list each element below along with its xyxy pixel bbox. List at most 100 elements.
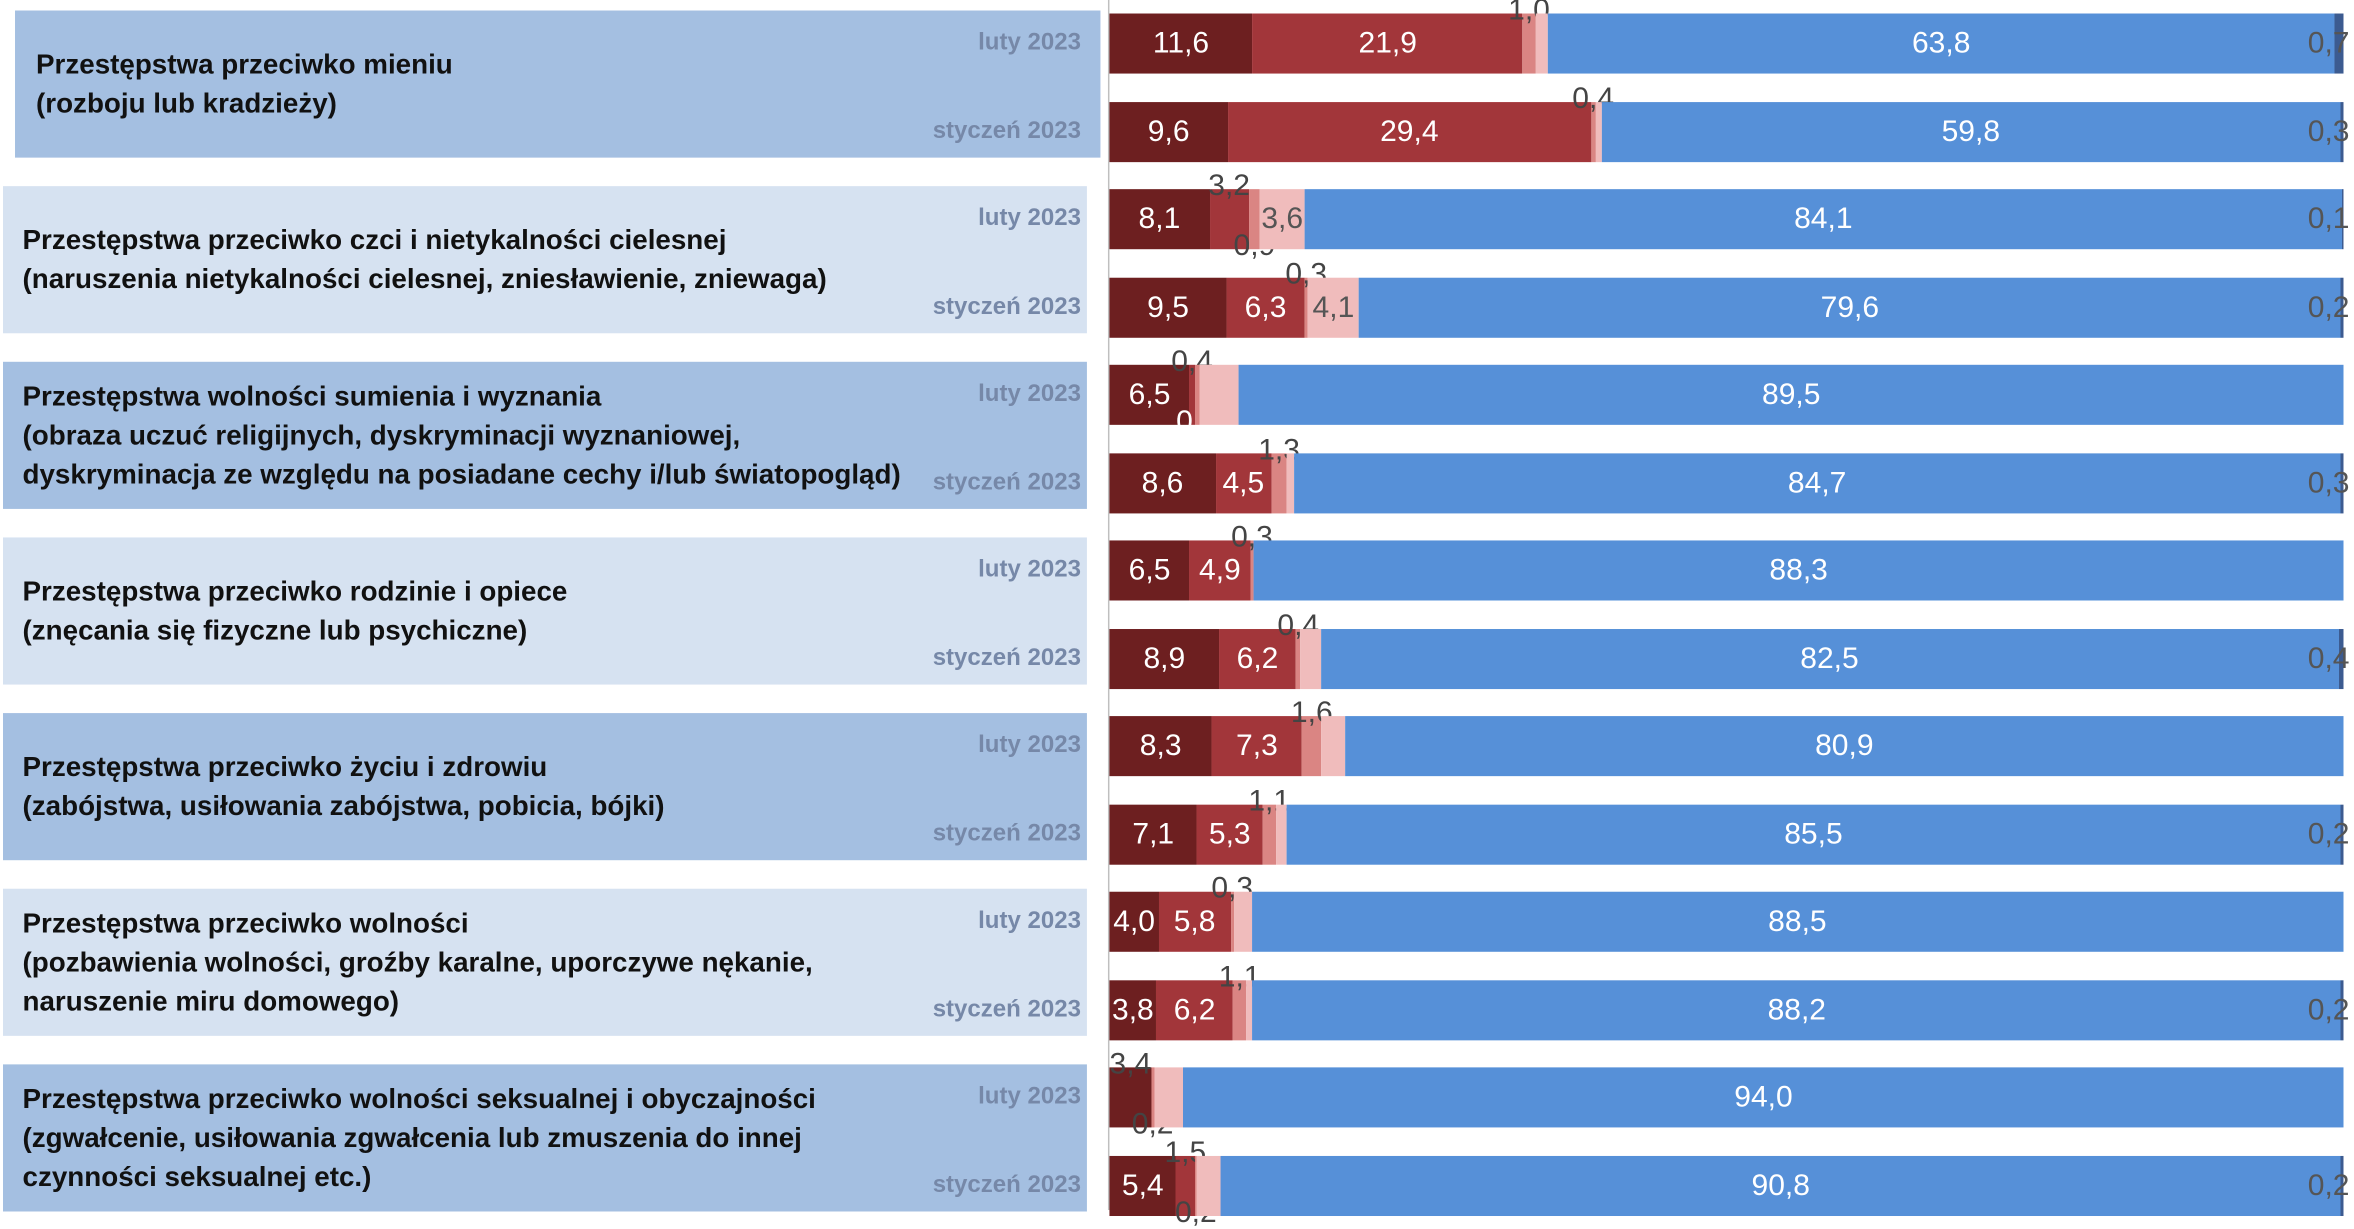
bar-segment — [1239, 364, 2344, 425]
bar-segment — [1109, 189, 1210, 250]
date-label: luty 2023 — [978, 205, 1081, 232]
bar-segment — [1209, 189, 1249, 250]
data-label: 11,6 — [1152, 27, 1210, 61]
category-label: Przestępstwa przeciwko czci i nietykalno… — [22, 223, 827, 295]
bar-segment — [1189, 364, 1195, 425]
data-label: 5,3 — [1208, 817, 1251, 851]
bar-segment — [1109, 803, 1198, 864]
bar-segment — [1176, 1155, 1195, 1216]
bar-segment — [1109, 13, 1253, 74]
bar-segment — [1109, 1067, 1152, 1128]
bar-segment — [1253, 540, 2344, 601]
data-label: 84,7 — [1787, 466, 1847, 500]
bar-segment — [1211, 716, 1302, 777]
data-label: 8,1 — [1138, 202, 1181, 236]
category-panel: Przestępstwa przeciwko wolności seksualn… — [3, 1064, 1087, 1212]
data-label: 4,0 — [1113, 905, 1156, 939]
bar-segment — [1109, 628, 1220, 689]
bar-segment — [1251, 891, 2344, 952]
date-label: luty 2023 — [978, 381, 1081, 407]
bar-segment — [1321, 716, 1346, 777]
date-label: styczeń 2023 — [932, 820, 1081, 846]
data-label: 3,6 — [1261, 202, 1304, 236]
date-label: styczeń 2023 — [932, 996, 1081, 1022]
data-label: 4,9 — [1199, 553, 1241, 587]
category-label: Przestępstwa przeciwko życiu i zdrowiu (… — [22, 750, 665, 822]
bar-segment — [1294, 452, 2340, 513]
data-label: 8,9 — [1143, 641, 1186, 675]
data-label: 0,2 — [2307, 817, 2350, 851]
bar-segment — [1259, 189, 1305, 250]
data-label: 0,7 — [2307, 27, 2350, 61]
data-label: 0,3 — [2307, 114, 2350, 148]
data-label: 88,2 — [1767, 993, 1827, 1027]
data-label: 79,6 — [1820, 290, 1880, 324]
bar-segment — [2341, 1155, 2344, 1216]
date-label: styczeń 2023 — [932, 644, 1081, 671]
bar-segment — [1252, 979, 2342, 1040]
category-panel: Przestępstwa przeciwko czci i nietykalno… — [3, 186, 1087, 334]
bar-segment — [1601, 101, 2340, 162]
data-label: 7,1 — [1132, 817, 1175, 851]
bar-segment — [1109, 364, 1190, 425]
bar-segment — [1547, 13, 2335, 74]
date-label: luty 2023 — [978, 556, 1081, 583]
data-label: 5,4 — [1121, 1168, 1164, 1202]
bar-segment — [1301, 716, 1322, 777]
category-label: Przestępstwa przeciwko mieniu (rozboju l… — [36, 48, 453, 119]
category-panel: Przestępstwa przeciwko wolności (pozbawi… — [3, 888, 1087, 1036]
data-label: 59,8 — [1941, 114, 2001, 148]
axis-line — [1107, 0, 1110, 1210]
bar-segment — [1250, 540, 1254, 601]
bar-segment — [1183, 1067, 2344, 1128]
bar-segment — [1232, 979, 1247, 1040]
bar-segment — [1271, 452, 1288, 513]
bar-segment — [1246, 979, 1253, 1040]
bar-segment — [2339, 452, 2344, 513]
data-label: 88,3 — [1769, 553, 1828, 587]
data-label: 6,2 — [1236, 641, 1279, 675]
bar-segment — [1109, 101, 1228, 162]
category-label: Przestępstwa przeciwko wolności seksualn… — [22, 1082, 816, 1192]
bar-segment — [1320, 628, 2339, 689]
bar-segment — [2339, 101, 2344, 162]
bar-segment — [1304, 189, 2343, 250]
bar-segment — [1158, 891, 1231, 952]
data-label: 9,6 — [1147, 114, 1190, 148]
data-label: 8,6 — [1141, 466, 1184, 500]
data-label: 89,5 — [1762, 378, 1821, 412]
bar-segment — [1226, 276, 1305, 338]
data-label: 8,3 — [1139, 729, 1182, 763]
bar-segment — [1189, 540, 1251, 601]
bar-segment — [2341, 276, 2344, 338]
category-panel: Przestępstwa przeciwko życiu i zdrowiu (… — [3, 713, 1087, 861]
bar-segment — [2342, 189, 2344, 250]
bar-segment — [1358, 276, 2341, 338]
data-label: 90,8 — [1751, 1168, 1810, 1202]
data-label: 5,8 — [1173, 905, 1216, 939]
bar-segment — [1199, 364, 1240, 425]
date-label: styczeń 2023 — [932, 293, 1081, 320]
bar-segment — [1109, 891, 1159, 952]
bar-segment — [1220, 1155, 2342, 1216]
data-label: 3,2 — [1208, 169, 1251, 203]
data-label: 7,3 — [1236, 729, 1278, 763]
bar-segment — [1151, 1067, 1154, 1128]
date-label: luty 2023 — [978, 30, 1081, 56]
category-label: Przestępstwa przeciwko rodzinie i opiece… — [22, 574, 568, 646]
date-label: styczeń 2023 — [932, 117, 1081, 144]
category-label: Przestępstwa przeciwko wolności (pozbawi… — [22, 906, 813, 1017]
category-label: Przestępstwa wolności sumienia i wyznani… — [22, 379, 901, 490]
data-label: 0,1 — [2307, 202, 2350, 236]
bar-segment — [1522, 13, 1536, 74]
bar-segment — [1109, 276, 1227, 338]
bar-segment — [1197, 1155, 1221, 1216]
category-panel: Przestępstwa przeciwko mieniu (rozboju l… — [15, 10, 1101, 158]
data-label: 9,5 — [1147, 290, 1189, 324]
data-label: 4,1 — [1312, 290, 1355, 324]
bar-segment — [1197, 803, 1263, 864]
data-label: 0,4 — [2307, 641, 2350, 675]
bar-segment — [1248, 189, 1260, 250]
data-label: 0,2 — [2307, 993, 2350, 1027]
